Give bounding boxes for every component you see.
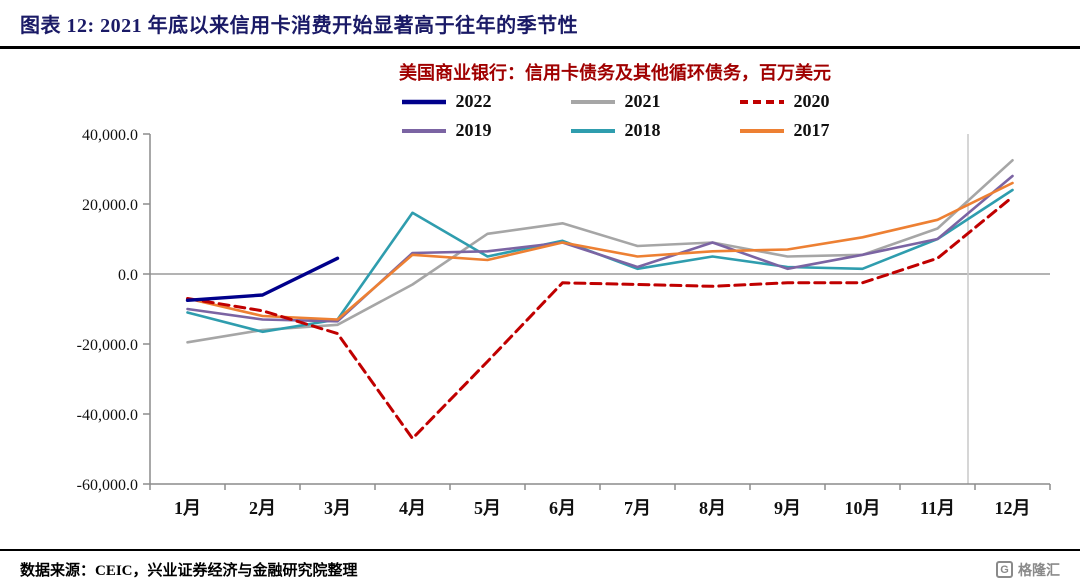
svg-text:-60,000.0: -60,000.0: [77, 477, 138, 494]
svg-text:-40,000.0: -40,000.0: [77, 407, 138, 424]
figure-footer: 数据来源：CEIC，兴业证券经济与金融研究院整理 G 格隆汇: [0, 549, 1080, 580]
legend-swatch-2017: [739, 128, 784, 133]
chart-subtitle: 美国商业银行：信用卡债务及其他循环债务，百万美元: [399, 63, 831, 83]
chart-area: 40,000.0 20,000.0 0.0 -20,000.0 -40,000.0 -60…: [0, 49, 1080, 549]
legend-item-2018: 2018: [570, 120, 661, 141]
svg-text:2月: 2月: [249, 498, 276, 518]
svg-text:12月: 12月: [995, 498, 1031, 518]
svg-text:1月: 1月: [174, 498, 201, 518]
svg-text:11月: 11月: [920, 498, 955, 518]
legend-label-2022: 2022: [455, 91, 492, 111]
legend-item-2017: 2017: [739, 120, 830, 141]
line-chart: 40,000.0 20,000.0 0.0 -20,000.0 -40,000.0 -60…: [77, 127, 1051, 518]
legend-swatch-2021: [570, 99, 615, 104]
svg-text:5月: 5月: [474, 498, 501, 518]
legend-item-2022: 2022: [401, 91, 492, 112]
svg-text:-20,000.0: -20,000.0: [77, 337, 138, 354]
legend-label-2021: 2021: [624, 91, 661, 111]
svg-text:10月: 10月: [845, 498, 881, 518]
legend-label-2019: 2019: [455, 120, 492, 140]
legend-swatch-2019: [401, 128, 446, 133]
legend-label-2017: 2017: [793, 120, 830, 140]
legend-label-2020: 2020: [793, 91, 830, 111]
svg-text:0.0: 0.0: [118, 267, 138, 284]
gelonghui-logo-icon: G: [996, 561, 1013, 578]
legend-swatch-2022: [401, 99, 446, 104]
svg-text:20,000.0: 20,000.0: [82, 197, 138, 214]
legend-swatch-2018: [570, 128, 615, 133]
svg-text:40,000.0: 40,000.0: [82, 127, 138, 144]
svg-text:8月: 8月: [699, 498, 726, 518]
svg-text:6月: 6月: [549, 498, 576, 518]
chart-legend: 2022 2021 2020 2019 2018 2017: [160, 91, 1070, 141]
figure-header: 图表 12: 2021 年底以来信用卡消费开始显著高于往年的季节性: [0, 0, 1080, 49]
figure-title: 图表 12: 2021 年底以来信用卡消费开始显著高于往年的季节性: [20, 15, 579, 37]
legend-label-2018: 2018: [624, 120, 661, 140]
data-source-note: 数据来源：CEIC，兴业证券经济与金融研究院整理: [20, 563, 358, 579]
legend-item-2021: 2021: [570, 91, 661, 112]
legend-swatch-2020: [739, 99, 784, 104]
gelonghui-logo: G 格隆汇: [996, 560, 1060, 580]
svg-text:4月: 4月: [399, 498, 426, 518]
legend-item-2020: 2020: [739, 91, 830, 112]
svg-text:3月: 3月: [324, 498, 351, 518]
svg-text:9月: 9月: [774, 498, 801, 518]
svg-text:7月: 7月: [624, 498, 651, 518]
gelonghui-logo-text: 格隆汇: [1018, 561, 1060, 578]
legend-item-2019: 2019: [401, 120, 492, 141]
